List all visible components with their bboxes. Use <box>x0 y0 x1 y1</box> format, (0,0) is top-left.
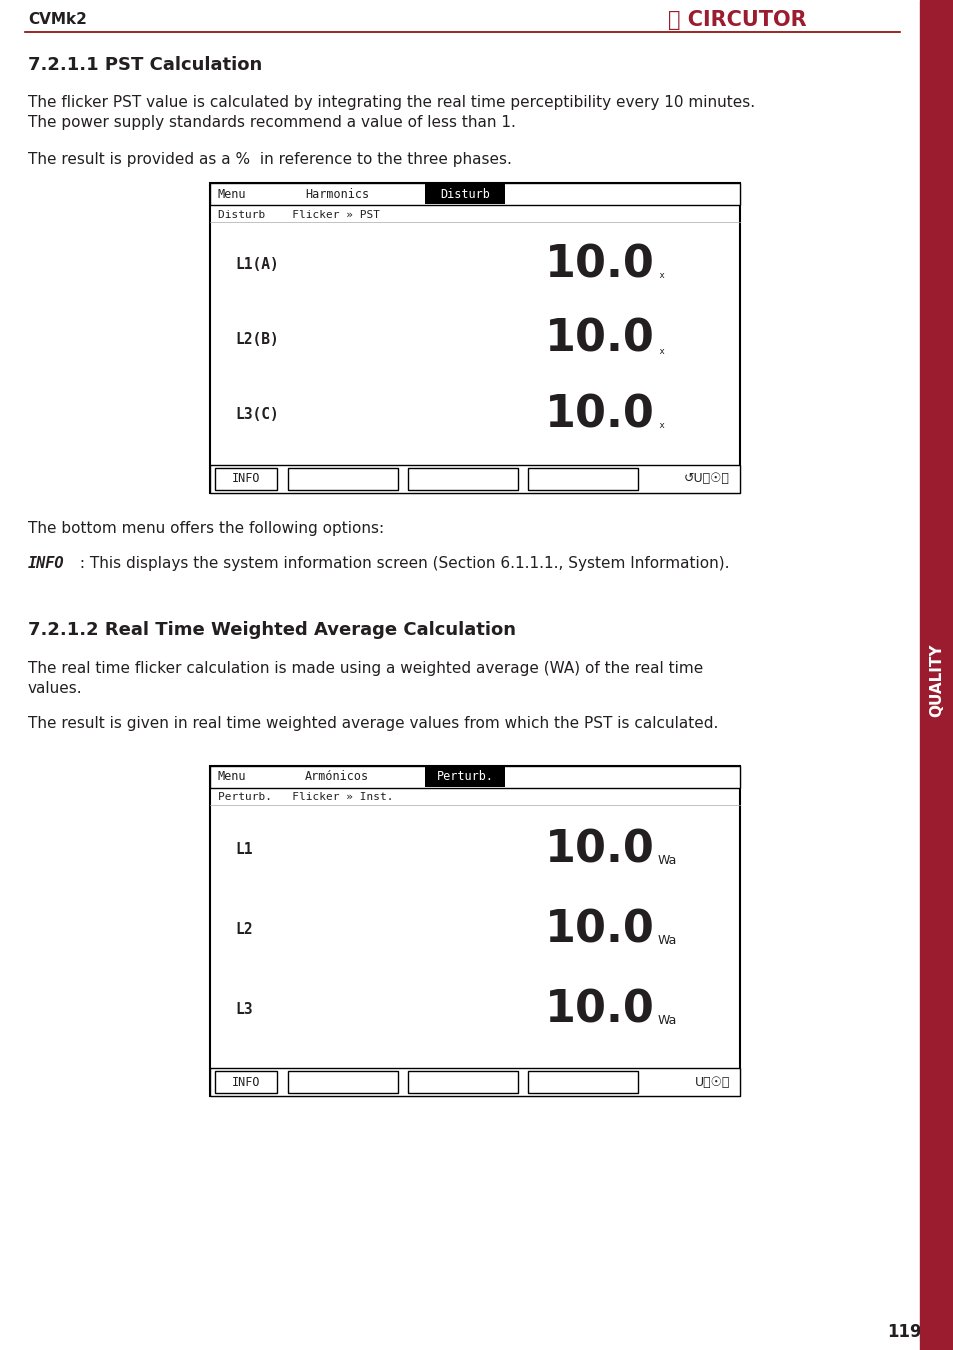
Text: Perturb.   Flicker » Inst.: Perturb. Flicker » Inst. <box>218 792 393 802</box>
Text: QUALITY: QUALITY <box>928 643 943 717</box>
Text: L2: L2 <box>234 922 253 937</box>
Text: 10.0: 10.0 <box>544 319 655 360</box>
Text: L3(C): L3(C) <box>234 406 278 423</box>
Text: ₓ: ₓ <box>658 267 663 282</box>
Text: 10.0: 10.0 <box>544 393 655 436</box>
Bar <box>527 1071 638 1094</box>
Text: ₓ: ₓ <box>658 417 663 432</box>
Text: The real time flicker calculation is made using a weighted average (WA) of the r: The real time flicker calculation is mad… <box>28 662 702 676</box>
Bar <box>210 184 740 205</box>
Bar <box>288 468 397 490</box>
Bar <box>214 1071 276 1094</box>
Text: ₓ: ₓ <box>658 343 663 356</box>
Text: : This displays the system information screen (Section 6.1.1.1., System Informat: : This displays the system information s… <box>75 556 729 571</box>
Text: L1: L1 <box>234 842 253 857</box>
Bar <box>408 1071 517 1094</box>
Text: L1(A): L1(A) <box>234 256 278 271</box>
Bar <box>527 468 638 490</box>
Text: Ⓢ CIRCUTOR: Ⓢ CIRCUTOR <box>667 9 806 30</box>
Text: 119: 119 <box>886 1323 922 1341</box>
Text: Disturb    Flicker » PST: Disturb Flicker » PST <box>218 209 379 220</box>
Text: INFO: INFO <box>232 472 260 486</box>
Text: 10.0: 10.0 <box>544 243 655 286</box>
Text: 10.0: 10.0 <box>544 909 655 952</box>
Text: The result is given in real time weighted average values from which the PST is c: The result is given in real time weighte… <box>28 716 718 730</box>
Text: Armónicos: Armónicos <box>305 771 369 783</box>
Bar <box>210 464 740 493</box>
Text: Menu: Menu <box>218 771 246 783</box>
Text: Harmonics: Harmonics <box>305 188 369 201</box>
Text: The result is provided as a %  in reference to the three phases.: The result is provided as a % in referen… <box>28 153 512 167</box>
Text: ↺UⓂ☉🔒: ↺UⓂ☉🔒 <box>683 472 729 486</box>
Bar <box>210 765 740 1096</box>
Text: L3: L3 <box>234 1003 253 1018</box>
Bar <box>424 767 504 787</box>
Text: The power supply standards recommend a value of less than 1.: The power supply standards recommend a v… <box>28 115 516 130</box>
Text: 7.2.1.2 Real Time Weighted Average Calculation: 7.2.1.2 Real Time Weighted Average Calcu… <box>28 621 516 639</box>
Bar <box>210 765 740 788</box>
Bar <box>408 468 517 490</box>
Text: values.: values. <box>28 680 83 697</box>
Bar <box>919 0 953 1350</box>
Text: INFO: INFO <box>28 556 65 571</box>
Bar <box>424 184 504 204</box>
Text: 10.0: 10.0 <box>544 988 655 1031</box>
Bar <box>214 468 276 490</box>
Text: Menu: Menu <box>218 188 246 201</box>
Text: CVMk2: CVMk2 <box>28 12 87 27</box>
Text: The bottom menu offers the following options:: The bottom menu offers the following opt… <box>28 521 384 536</box>
Bar <box>210 184 740 493</box>
Text: Perturb.: Perturb. <box>436 771 493 783</box>
Text: UⓂ☉🔒: UⓂ☉🔒 <box>694 1076 729 1088</box>
Text: Wa: Wa <box>658 933 677 946</box>
Bar <box>210 1068 740 1096</box>
Text: Wa: Wa <box>658 853 677 867</box>
Text: INFO: INFO <box>232 1076 260 1088</box>
Text: Wa: Wa <box>658 1014 677 1026</box>
Bar <box>288 1071 397 1094</box>
Text: Disturb: Disturb <box>439 188 490 201</box>
Text: The flicker PST value is calculated by integrating the real time perceptibility : The flicker PST value is calculated by i… <box>28 95 755 109</box>
Text: L2(B): L2(B) <box>234 332 278 347</box>
Text: 10.0: 10.0 <box>544 829 655 872</box>
Text: 7.2.1.1 PST Calculation: 7.2.1.1 PST Calculation <box>28 55 262 74</box>
